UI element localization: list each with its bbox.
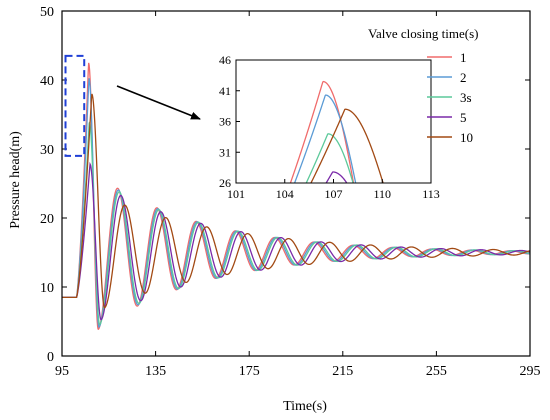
inset-x-tick-label: 110 xyxy=(373,187,391,201)
y-tick-label: 20 xyxy=(40,212,54,227)
inset-x-tick-label: 101 xyxy=(227,187,245,201)
inset-series-line-5 xyxy=(310,108,384,183)
inset-series-line-4 xyxy=(325,171,348,183)
zoom-region xyxy=(64,54,201,157)
zoom-box xyxy=(64,54,86,157)
x-tick-label: 295 xyxy=(520,364,541,379)
x-axis-label: Time(s) xyxy=(283,399,327,414)
y-axis-label: Pressure head(m) xyxy=(8,131,23,229)
main-series-lines xyxy=(62,62,530,330)
inset-y-tick-label: 46 xyxy=(219,53,231,67)
y-tick-label: 10 xyxy=(40,281,54,296)
x-tick-label: 255 xyxy=(426,364,447,379)
legend-label-1: 1 xyxy=(460,50,467,65)
series-line-5 xyxy=(62,93,530,309)
inset-x-tick-label: 107 xyxy=(325,187,343,201)
series-line-4 xyxy=(62,161,530,321)
inset-y-tick-label: 31 xyxy=(219,145,231,159)
x-tick-label: 135 xyxy=(145,364,166,379)
y-tick-label: 50 xyxy=(40,5,54,20)
x-tick-label: 95 xyxy=(55,364,69,379)
legend-label-5: 10 xyxy=(460,130,473,145)
plot-frame xyxy=(61,10,531,357)
legend: 1 2 3s 5 10 xyxy=(427,50,473,145)
y-tick-label: 30 xyxy=(40,143,54,158)
zoom-arrow xyxy=(116,85,201,120)
series-line-3 xyxy=(62,121,530,326)
legend-label-3: 3s xyxy=(460,90,472,105)
y-tick-label: 40 xyxy=(40,74,54,89)
inset-series-line-1 xyxy=(289,80,355,183)
legend-title: Valve closing time(s) xyxy=(368,26,478,41)
inset-y-tick-label: 26 xyxy=(219,176,231,190)
legend-label-4: 5 xyxy=(460,110,467,125)
inset-chart: 101 104 107 110 113 26 31 36 41 46 xyxy=(219,53,440,201)
inset-y-tick-label: 41 xyxy=(219,84,231,98)
inset-y-tick-label: 36 xyxy=(219,115,231,129)
inset-series-line-2 xyxy=(293,94,357,183)
legend-label-2: 2 xyxy=(460,70,467,85)
x-tick-label: 175 xyxy=(239,364,260,379)
inset-x-tick-label: 113 xyxy=(422,187,440,201)
x-tick-label: 215 xyxy=(332,364,353,379)
inset-x-tick-label: 104 xyxy=(276,187,294,201)
y-tick-label: 0 xyxy=(47,350,54,365)
